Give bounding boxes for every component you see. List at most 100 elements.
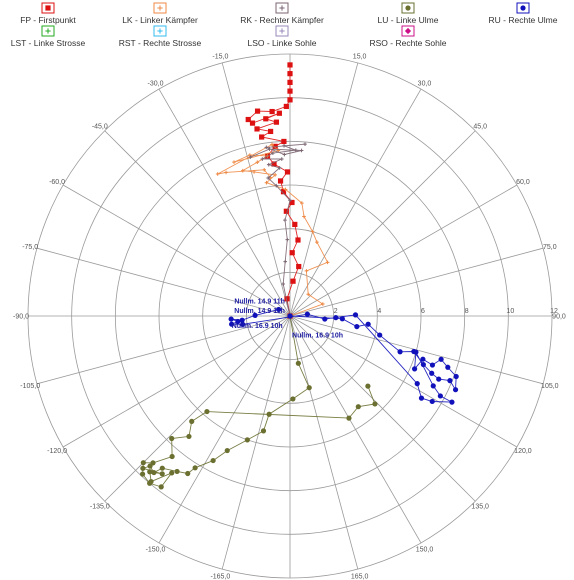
- series-rk: [248, 142, 307, 318]
- data-point-lu: [290, 396, 296, 402]
- legend-marker: [157, 5, 163, 11]
- data-point-lu: [185, 470, 191, 477]
- data-point-rk: [271, 151, 275, 155]
- series-line-lk: [217, 143, 329, 317]
- legend-marker: [157, 28, 163, 34]
- legend-label: RK - Rechter Kämpfer: [240, 15, 324, 25]
- grid-spoke: [36, 247, 291, 317]
- data-point-fp: [277, 178, 284, 184]
- data-point-rk: [260, 157, 265, 161]
- data-point-rk: [264, 145, 269, 150]
- angle-tick-label: -15,0: [212, 54, 228, 61]
- data-point-fp: [295, 237, 301, 243]
- grid-spoke: [158, 88, 291, 317]
- data-point-fp: [245, 116, 251, 123]
- grid-spoke: [289, 247, 544, 317]
- data-point-lk: [224, 170, 228, 175]
- data-point-fp: [292, 221, 298, 228]
- data-point-lk: [283, 187, 288, 192]
- angle-tick-label: -135,0: [90, 504, 110, 511]
- legend-item-rk: RK - Rechter Kämpfer: [240, 2, 324, 25]
- data-point-lu: [295, 360, 301, 366]
- data-point-lu: [151, 469, 157, 476]
- data-point-ru: [420, 356, 426, 362]
- data-point-ru: [276, 306, 282, 313]
- legend-item-rso: RSO - Rechte Sohle: [369, 25, 447, 48]
- data-point-rk: [283, 218, 287, 222]
- data-point-ru: [339, 316, 345, 322]
- data-point-lu: [260, 428, 267, 434]
- data-point-fp: [287, 97, 293, 103]
- angle-tick-label: 135,0: [471, 504, 489, 511]
- data-point-lu: [189, 418, 195, 424]
- data-point-lk: [262, 167, 267, 172]
- data-point-lu: [306, 385, 312, 391]
- legend-item-fp: FP - Firstpunkt: [20, 2, 76, 25]
- grid-spoke: [36, 315, 291, 385]
- data-point-fp: [284, 296, 290, 302]
- data-point-lk: [273, 173, 277, 177]
- legend-marker: [405, 5, 411, 11]
- grid-spoke: [62, 315, 291, 448]
- data-point-lu: [159, 471, 165, 477]
- data-point-ru: [420, 361, 426, 368]
- series-line-fp: [247, 64, 300, 317]
- data-point-rk: [288, 198, 292, 203]
- data-point-rk: [274, 183, 279, 188]
- data-point-fp: [287, 79, 293, 85]
- grid-spoke: [289, 315, 476, 502]
- data-point-ru: [352, 312, 359, 318]
- data-point-fp: [289, 199, 295, 206]
- grid-spoke: [289, 315, 359, 570]
- angle-tick-label: -165,0: [210, 573, 230, 580]
- angle-tick-label: -105,0: [20, 383, 40, 390]
- grid-spoke: [158, 315, 291, 544]
- angle-tick-label: -30,0: [148, 81, 164, 88]
- data-point-lu: [174, 468, 180, 475]
- data-point-fp: [283, 103, 289, 110]
- data-point-ru: [413, 349, 419, 355]
- data-point-fp: [254, 126, 260, 132]
- data-point-ru: [412, 366, 418, 372]
- series-line-lu: [141, 315, 376, 488]
- grid-spoke: [221, 315, 291, 570]
- data-point-ru: [333, 315, 339, 321]
- angle-tick-label: -45,0: [92, 123, 108, 130]
- legend-item-ru: RU - Rechte Ulme: [489, 2, 558, 25]
- data-point-lu: [139, 471, 146, 477]
- grid-spoke: [289, 315, 518, 448]
- data-point-ru: [436, 376, 442, 382]
- legend-label: LST - Linke Strosse: [11, 38, 86, 48]
- data-point-ru: [447, 378, 453, 384]
- data-point-rk: [293, 148, 298, 152]
- legend-label: LSO - Linke Sohle: [248, 38, 317, 48]
- legend-item-lso: LSO - Linke Sohle: [248, 25, 317, 48]
- data-point-fp: [273, 119, 280, 125]
- data-point-fp: [259, 134, 265, 140]
- data-point-rk: [282, 144, 286, 148]
- data-point-ru: [239, 317, 245, 323]
- data-point-rk: [277, 166, 282, 170]
- data-point-fp: [268, 128, 274, 135]
- data-point-lu: [266, 411, 272, 417]
- data-point-fp: [287, 71, 293, 77]
- legend-item-lst: LST - Linke Strosse: [11, 25, 86, 48]
- data-point-lu: [159, 465, 165, 471]
- data-point-ru: [377, 332, 383, 338]
- legend-marker: [45, 5, 51, 11]
- angle-tick-label: 165,0: [351, 573, 369, 580]
- data-point-lu: [147, 480, 153, 486]
- data-point-ru: [437, 393, 443, 399]
- grid-spoke: [104, 315, 291, 502]
- polar-grid: -15,0 15,0 -30,0 30,0 -45,0 45,0 -60,0 60,0 -75,…: [13, 53, 566, 580]
- annotation-label: Nullm. 16.9 10h: [232, 323, 283, 330]
- legend-label: RST - Rechte Strosse: [119, 38, 202, 48]
- angle-tick-label: 30,0: [418, 81, 432, 88]
- data-point-ru: [229, 321, 235, 327]
- data-point-ru: [414, 381, 420, 387]
- data-point-ru: [429, 398, 435, 405]
- data-point-lu: [372, 401, 378, 407]
- grid-spoke: [104, 130, 291, 317]
